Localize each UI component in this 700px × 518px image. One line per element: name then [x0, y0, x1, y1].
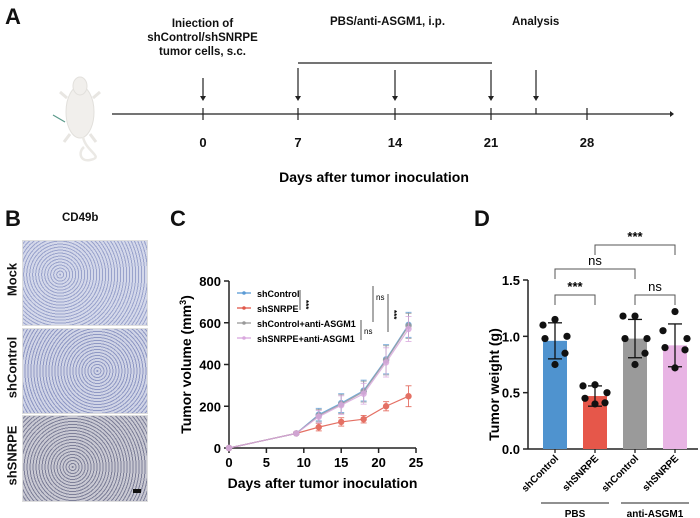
ihc-row-label-shsnrpe: shSNRPE [4, 425, 20, 486]
injection-label: Iniection of shControl/shSNRPE tumor cel… [140, 17, 265, 59]
ihc-image-mock [22, 240, 148, 326]
y-axis-label: Tumor weight (g) [486, 328, 502, 441]
data-point [621, 334, 629, 343]
significance-label: ns [588, 253, 602, 268]
ihc-row-label-shcontrol: shControl [4, 336, 20, 399]
legend-item: shSNRPE [257, 304, 299, 314]
svg-text:***: *** [301, 300, 310, 310]
timeline-tick-7: 7 [294, 135, 301, 150]
data-point [619, 312, 627, 320]
injection-line-3: tumor cells, s.c. [159, 46, 246, 58]
data-point [631, 360, 639, 369]
data-point [661, 344, 669, 352]
injection-line-1: Iniection of [171, 18, 234, 30]
timeline-tick-0: 0 [199, 135, 206, 150]
y-tick-label: 600 [199, 316, 221, 331]
mouse-icon [50, 72, 110, 162]
y-tick-label: 0.5 [502, 386, 520, 401]
data-point [683, 334, 691, 343]
timeline-tick-28: 28 [580, 135, 594, 150]
timeline-tick-21: 21 [484, 135, 498, 150]
category-label: shControl [600, 453, 641, 494]
svg-text:ns: ns [376, 293, 384, 302]
data-point [641, 349, 649, 357]
y-axis-label: Tumor volume (mm3) [178, 295, 194, 434]
x-tick-label: 20 [371, 455, 385, 470]
x-tick-label: 10 [297, 455, 311, 470]
x-tick-label: 15 [334, 455, 348, 470]
x-axis-label: Days after tumor inoculation [228, 475, 418, 491]
significance-label: *** [567, 279, 583, 294]
ihc-image-shsnrpe [22, 415, 148, 502]
category-label: shSNRPE [561, 453, 602, 494]
significance-label: *** [627, 229, 643, 244]
scale-bar [133, 489, 141, 493]
syringe-icon [52, 114, 66, 123]
data-point [643, 334, 651, 343]
bar-group [539, 315, 571, 449]
x-tick-label: 25 [409, 455, 423, 470]
data-point [671, 307, 679, 316]
y-tick-label: 400 [199, 358, 221, 373]
bar-group [659, 307, 691, 449]
y-tick-label: 200 [199, 399, 221, 414]
data-point [603, 389, 611, 397]
y-tick-label: 1.5 [502, 273, 520, 288]
injection-line-2: shControl/shSNRPE [147, 32, 258, 44]
timeline: 0 7 14 21 28 Days after tumor inoculatio… [112, 62, 674, 185]
svg-text:***: *** [389, 310, 398, 320]
data-point [551, 315, 559, 324]
x-tick-label: 0 [225, 455, 232, 470]
data-point [581, 394, 589, 402]
timeline-tick-14: 14 [388, 135, 403, 150]
data-point [631, 312, 639, 320]
data-point [601, 399, 609, 407]
ihc-title: CD49b [62, 212, 99, 224]
svg-text:ns: ns [364, 327, 372, 336]
data-point [659, 327, 667, 335]
tumor-volume-chart: 0 5 10 15 20 25 0 200 400 600 800 Days after tumor … [178, 274, 423, 491]
data-point [671, 364, 679, 372]
legend: shControl shSNRPE shControl+anti-ASGM1 shSN… [237, 286, 398, 344]
legend-item: shSNRPE+anti-ASGM1 [257, 334, 355, 344]
group-label: anti-ASGM1 [627, 509, 684, 518]
panel-c-letter: C [170, 206, 186, 231]
data-point [591, 400, 599, 408]
data-point [681, 346, 689, 354]
y-tick-label: 800 [199, 274, 221, 289]
bar-group [579, 381, 611, 449]
data-point [539, 321, 547, 329]
panel-a-letter: A [5, 4, 21, 29]
data-point [563, 332, 571, 340]
panel-b-letter: B [5, 206, 21, 231]
panel-d-letter: D [474, 206, 490, 231]
data-point [591, 381, 599, 389]
group-label: PBS [565, 509, 586, 518]
category-label: shControl [520, 453, 561, 494]
ihc-row-label-mock: Mock [4, 262, 20, 297]
treatment-label: PBS/anti-ASGM1, i.p. [330, 16, 446, 28]
significance-label: ns [648, 279, 662, 294]
y-tick-label: 0 [214, 441, 221, 456]
analysis-label: Analysis [512, 16, 560, 28]
data-point [541, 334, 549, 343]
ihc-image-shcontrol [22, 328, 148, 414]
category-label: shSNRPE [641, 453, 682, 494]
data-point [551, 360, 559, 369]
y-tick-label: 1.0 [502, 329, 520, 344]
x-tick-label: 5 [263, 455, 270, 470]
data-point [579, 382, 587, 390]
data-point [561, 349, 569, 357]
series-shsnrpe-anti-asgm1 [225, 316, 412, 452]
legend-item: shControl [257, 289, 300, 299]
bar-group [619, 312, 651, 449]
timeline-xlabel: Days after tumor inoculation [279, 169, 469, 185]
legend-item: shControl+anti-ASGM1 [257, 319, 356, 329]
y-tick-label: 0.0 [502, 442, 520, 457]
